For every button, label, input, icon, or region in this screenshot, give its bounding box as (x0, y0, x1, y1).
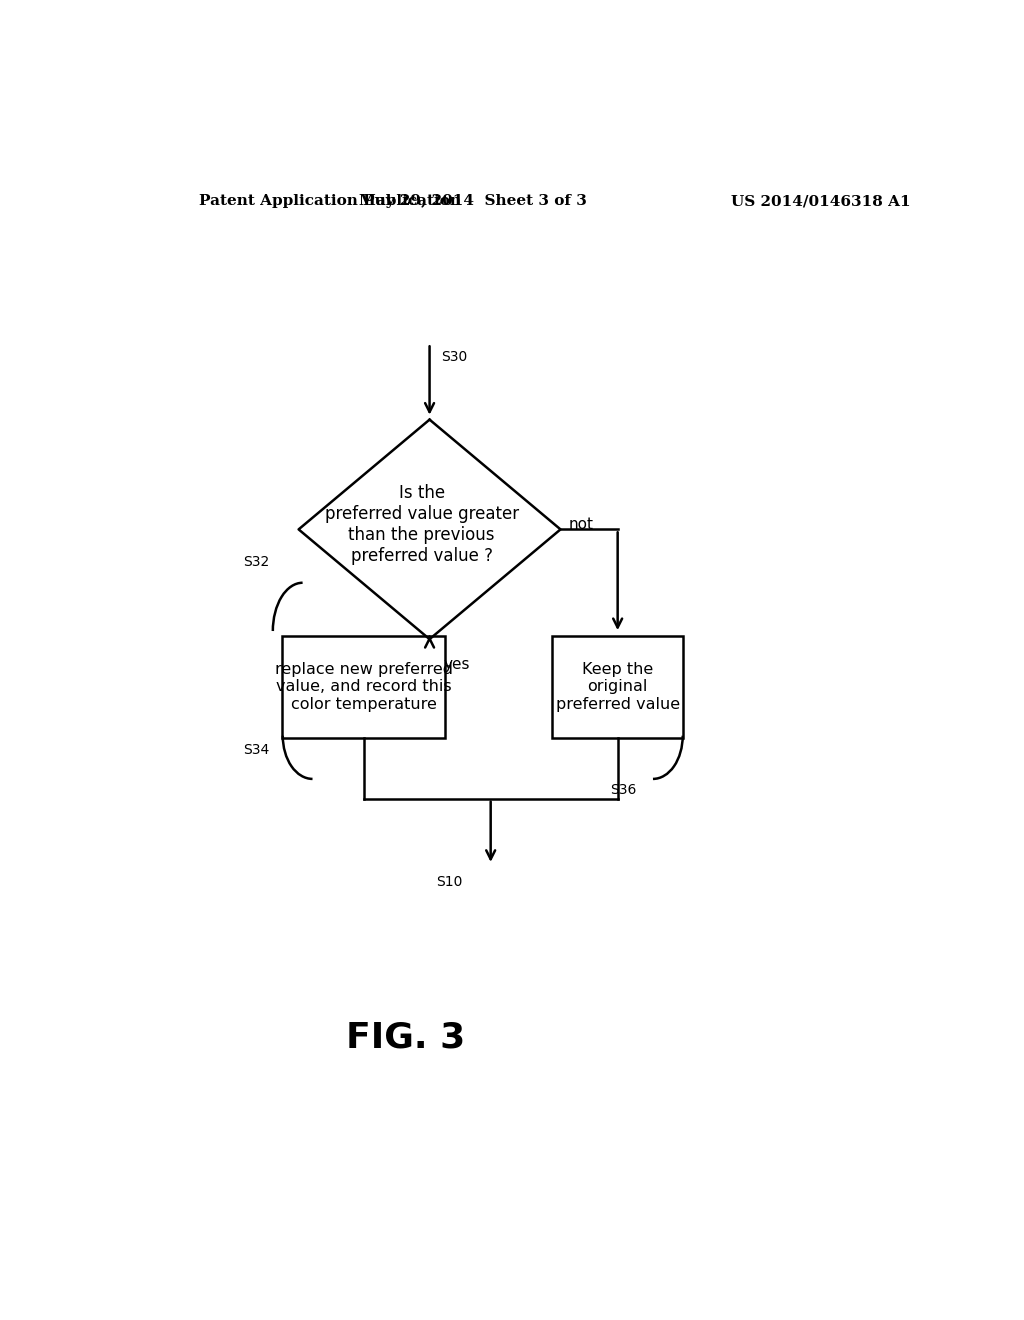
Text: Patent Application Publication: Patent Application Publication (200, 194, 462, 209)
Text: US 2014/0146318 A1: US 2014/0146318 A1 (731, 194, 910, 209)
Bar (552, 636, 683, 738)
Text: S10: S10 (436, 875, 462, 888)
Text: S36: S36 (609, 784, 636, 797)
Text: not: not (568, 517, 594, 532)
Text: Is the
preferred value greater
than the previous
preferred value ?: Is the preferred value greater than the … (325, 484, 519, 565)
Text: yes: yes (443, 657, 470, 672)
Text: S32: S32 (243, 554, 269, 569)
Bar (283, 636, 445, 738)
Text: replace new preferred
value, and record this
color temperature: replace new preferred value, and record … (274, 663, 453, 711)
Text: S34: S34 (243, 743, 269, 756)
Polygon shape (299, 420, 560, 639)
Text: May 29, 2014  Sheet 3 of 3: May 29, 2014 Sheet 3 of 3 (359, 194, 587, 209)
Text: Keep the
original
preferred value: Keep the original preferred value (556, 663, 680, 711)
Text: S30: S30 (441, 350, 468, 364)
Text: FIG. 3: FIG. 3 (346, 1020, 465, 1055)
